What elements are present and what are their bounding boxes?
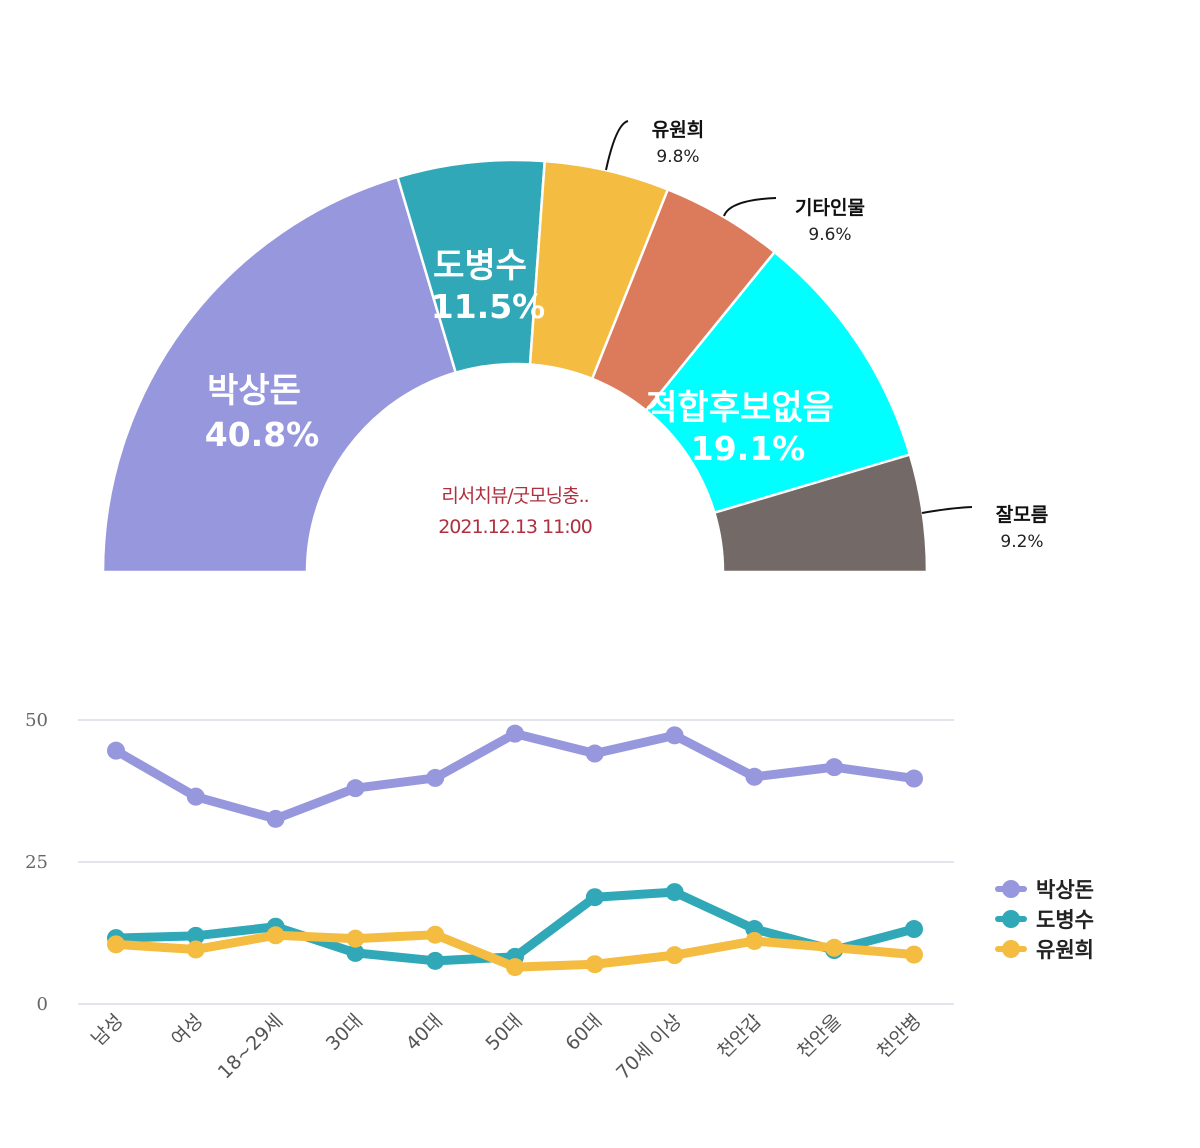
slice-label-value: 9.6% — [808, 225, 851, 245]
legend-marker — [1002, 910, 1020, 928]
slice-label-value: 9.2% — [1000, 532, 1043, 552]
series-박상돈 — [107, 724, 923, 828]
line-chart: 0 25 50 남성 여성 18~29세 30대 40대 50대 60대 70세 이상 천안갑 천안을… — [25, 710, 1094, 1084]
slice-label-name: 박상돈 — [207, 371, 301, 411]
legend-item[interactable]: 도병수 — [995, 908, 1094, 932]
slice-label-value: 19.1% — [691, 429, 806, 468]
x-tick-label: 50대 — [482, 1010, 527, 1055]
x-tick-label: 여성 — [167, 1010, 207, 1050]
slice-잘모름 — [712, 453, 929, 574]
data-point[interactable] — [665, 946, 684, 965]
data-point[interactable] — [506, 958, 524, 977]
legend-item[interactable]: 박상돈 — [995, 878, 1094, 902]
x-tick-label: 남성 — [87, 1010, 127, 1050]
y-tick-label: 25 — [25, 852, 48, 873]
x-tick-label: 18~29세 — [214, 1010, 287, 1083]
data-point[interactable] — [426, 768, 445, 787]
data-point[interactable] — [825, 938, 844, 957]
data-point[interactable] — [585, 744, 604, 763]
legend-label: 도병수 — [1036, 908, 1094, 932]
center-source: 리서치뷰/굿모닝충.. — [441, 485, 588, 507]
legend-item[interactable]: 유원희 — [995, 938, 1094, 962]
data-point[interactable] — [506, 724, 524, 743]
data-point[interactable] — [107, 741, 125, 760]
x-tick-label: 천안을 — [793, 1010, 846, 1063]
data-point[interactable] — [905, 920, 923, 939]
data-point[interactable] — [186, 940, 205, 959]
center-datetime: 2021.12.13 11:00 — [438, 516, 592, 538]
data-point[interactable] — [745, 767, 764, 786]
legend-label: 박상돈 — [1036, 878, 1094, 902]
slice-label-name: 도병수 — [433, 246, 527, 286]
data-point[interactable] — [346, 779, 365, 798]
legend-label: 유원희 — [1036, 938, 1094, 962]
data-point[interactable] — [585, 955, 604, 974]
data-point[interactable] — [665, 883, 684, 902]
data-point[interactable] — [266, 926, 285, 945]
data-point[interactable] — [346, 929, 365, 948]
data-point[interactable] — [266, 809, 285, 828]
leader-line — [605, 120, 629, 171]
x-tick-label: 천안갑 — [713, 1010, 766, 1063]
series-line — [111, 729, 919, 824]
data-point[interactable] — [585, 888, 604, 907]
data-point[interactable] — [825, 758, 844, 777]
data-point[interactable] — [186, 926, 205, 945]
x-tick-label: 40대 — [402, 1010, 447, 1055]
y-tick-label: 50 — [25, 710, 48, 731]
y-tick-label: 0 — [37, 994, 48, 1015]
data-point[interactable] — [745, 931, 764, 950]
data-point[interactable] — [186, 787, 205, 806]
leader-line — [723, 197, 777, 217]
slice-label-name: 기타인물 — [795, 197, 865, 219]
leader-line — [921, 506, 973, 514]
legend-marker — [1002, 940, 1020, 958]
slice-label-value: 11.5% — [431, 287, 546, 326]
x-tick-label: 천안병 — [873, 1010, 926, 1063]
x-tick-label: 70세 이상 — [612, 1010, 686, 1084]
data-point[interactable] — [905, 945, 923, 964]
series-유원희 — [107, 925, 923, 977]
slice-label-name: 잘모름 — [996, 504, 1048, 526]
data-point[interactable] — [426, 951, 445, 970]
data-point[interactable] — [665, 726, 684, 745]
data-point[interactable] — [107, 935, 125, 954]
legend-marker — [1002, 880, 1020, 898]
series-도병수 — [107, 883, 923, 970]
data-point[interactable] — [426, 925, 445, 944]
data-point[interactable] — [905, 769, 923, 788]
slice-label-name: 유원희 — [652, 119, 704, 141]
slice-label-value: 40.8% — [205, 415, 320, 454]
slice-label-value: 9.8% — [656, 147, 699, 167]
x-tick-label: 30대 — [322, 1010, 367, 1055]
slice-label-name: 적합후보없음 — [646, 388, 834, 428]
x-tick-label: 60대 — [561, 1010, 606, 1055]
slice-박상돈 — [101, 175, 458, 574]
data-point[interactable] — [346, 943, 365, 962]
